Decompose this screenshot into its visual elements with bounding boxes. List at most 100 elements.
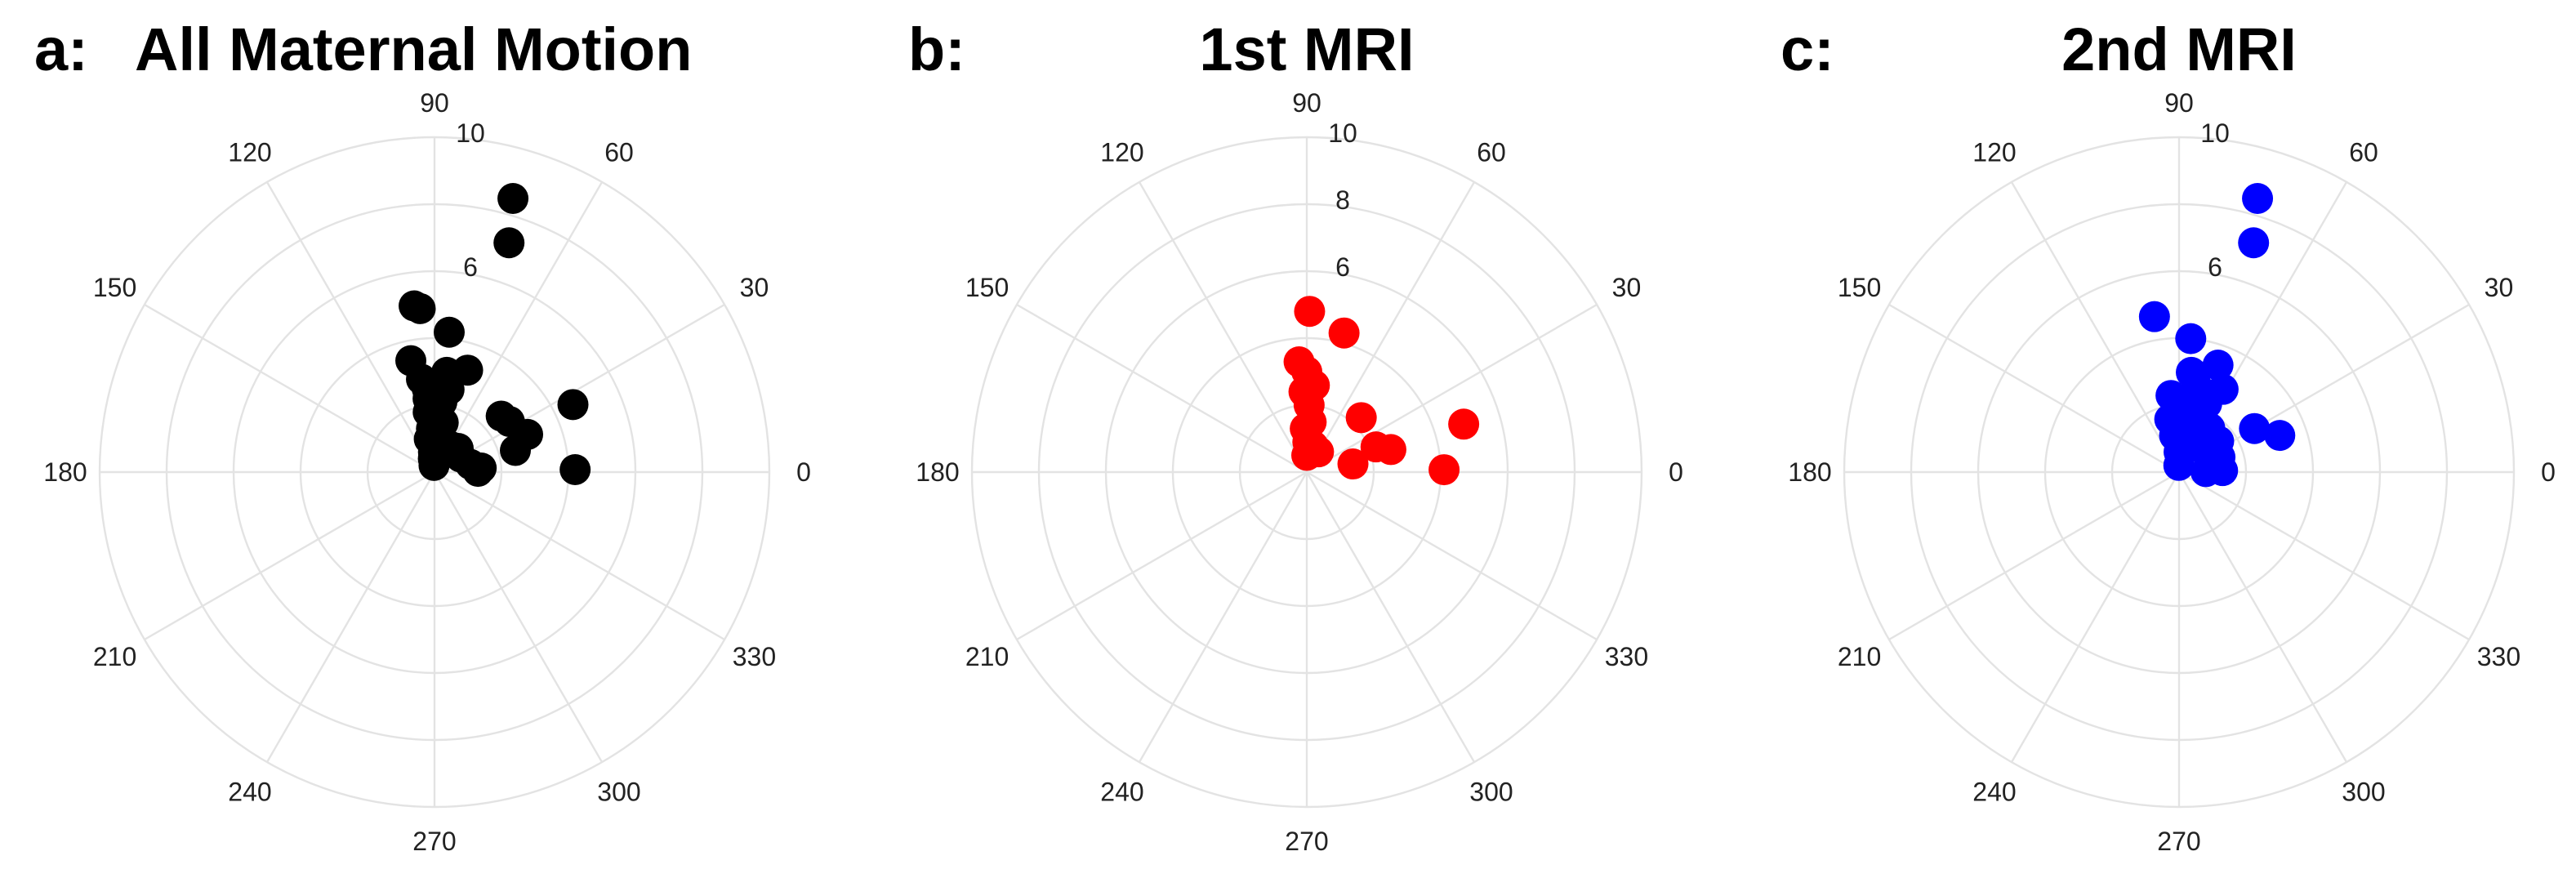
- angle-tick-label: 60: [1477, 138, 1506, 167]
- angle-tick-label: 240: [1100, 777, 1143, 806]
- angle-tick-label: 30: [1612, 273, 1642, 302]
- angle-tick-label: 90: [2164, 88, 2194, 118]
- panel-letter: c:: [1780, 16, 1834, 83]
- data-point: [427, 407, 459, 439]
- panel-a: a: All Maternal Motion 0 30 60 90 120 150 180 210…: [34, 16, 811, 856]
- angle-tick-label: 150: [965, 273, 1009, 302]
- angle-tick-label: 180: [43, 457, 87, 487]
- data-point: [500, 435, 532, 466]
- panel-c: c: 2nd MRI 0 30 60 90 120 150 180 210 240 270 300 330…: [1780, 16, 2556, 856]
- angle-tick-label: 300: [2342, 777, 2385, 806]
- data-point: [2242, 183, 2274, 215]
- data-point: [1328, 317, 1360, 349]
- panel-b: b: 1st MRI 0 30 60 90 120 150 180 210 240 270 300 330…: [908, 16, 1683, 856]
- angle-tick-label: 210: [93, 642, 136, 671]
- angle-tick-label: 120: [1100, 138, 1143, 167]
- grid-spoke: [1016, 470, 1308, 641]
- data-point: [1345, 402, 1377, 434]
- angle-tick-label: 240: [1972, 777, 2016, 806]
- data-point: [1337, 448, 1369, 480]
- data-point: [1294, 296, 1326, 328]
- angle-tick-label: 60: [2349, 138, 2378, 167]
- data-point: [420, 436, 452, 468]
- angle-tick-label: 150: [93, 273, 136, 302]
- data-point: [497, 183, 529, 215]
- grid-spoke: [144, 303, 435, 474]
- angle-tick-label: 210: [965, 642, 1009, 671]
- data-point: [433, 316, 465, 348]
- grid-spoke: [433, 181, 604, 473]
- grid-spoke: [1305, 181, 1476, 473]
- data-point: [1375, 434, 1406, 466]
- grid-spoke: [1306, 470, 1598, 641]
- data-point: [559, 453, 591, 485]
- radial-tick-label: 6: [463, 252, 478, 282]
- radial-tick-label: 10: [1328, 118, 1357, 148]
- data-point: [2264, 420, 2296, 452]
- angle-tick-label: 270: [412, 827, 456, 856]
- data-point: [557, 389, 589, 421]
- data-point: [1303, 436, 1335, 468]
- grid-spoke: [1888, 470, 2180, 641]
- angle-tick-label: 0: [2541, 457, 2556, 487]
- chart-title: All Maternal Motion: [135, 16, 692, 83]
- grid-spoke: [1138, 471, 1308, 763]
- grid-spoke: [265, 471, 436, 763]
- grid-spoke: [2178, 470, 2470, 641]
- angle-tick-label: 60: [604, 138, 634, 167]
- angle-tick-label: 30: [740, 273, 769, 302]
- angle-tick-label: 180: [1788, 457, 1831, 487]
- radial-tick-label: 10: [456, 118, 485, 148]
- chart-title: 2nd MRI: [2061, 16, 2297, 83]
- angle-tick-label: 270: [1285, 827, 1328, 856]
- angle-tick-label: 330: [1605, 642, 1648, 671]
- angle-tick-label: 330: [2477, 642, 2520, 671]
- grid-spoke: [1016, 303, 1308, 474]
- data-point: [462, 456, 494, 488]
- chart-title: 1st MRI: [1199, 16, 1414, 83]
- radial-tick-label: 6: [1335, 252, 1350, 282]
- angle-tick-label: 150: [1838, 273, 1881, 302]
- grid-spoke: [2010, 471, 2181, 763]
- grid-spoke: [434, 303, 725, 474]
- panel-letter: b:: [908, 16, 965, 83]
- grid-spoke: [1888, 303, 2180, 474]
- angle-tick-label: 210: [1838, 642, 1881, 671]
- angle-tick-label: 300: [597, 777, 640, 806]
- data-point: [2239, 412, 2271, 444]
- angle-tick-label: 120: [228, 138, 271, 167]
- grid-spoke: [265, 181, 436, 473]
- radial-tick-label: 8: [1335, 185, 1350, 215]
- data-point: [404, 292, 436, 324]
- angle-tick-label: 330: [733, 642, 776, 671]
- grid-spoke: [1305, 471, 1476, 763]
- angle-tick-label: 240: [228, 777, 271, 806]
- data-point: [2190, 456, 2222, 488]
- angle-tick-label: 180: [916, 457, 959, 487]
- grid-spoke: [1138, 181, 1308, 473]
- data-point: [2238, 227, 2270, 259]
- angle-tick-label: 90: [1292, 88, 1321, 118]
- grid-spoke: [433, 471, 604, 763]
- angle-tick-label: 90: [420, 88, 449, 118]
- grid-spoke: [2177, 471, 2348, 763]
- data-point: [1428, 454, 1460, 486]
- radial-tick-label: 6: [2208, 252, 2222, 282]
- angle-tick-label: 120: [1972, 138, 2016, 167]
- angle-tick-label: 30: [2485, 273, 2514, 302]
- angle-tick-label: 0: [796, 457, 811, 487]
- angle-tick-label: 300: [1469, 777, 1513, 806]
- angle-tick-label: 270: [2157, 827, 2200, 856]
- data-point: [2138, 301, 2170, 332]
- angle-tick-label: 0: [1669, 457, 1683, 487]
- data-point: [2163, 449, 2195, 481]
- grid-spoke: [144, 470, 435, 641]
- data-point: [1448, 408, 1480, 440]
- panel-letter: a:: [34, 16, 88, 83]
- grid-spoke: [1306, 303, 1598, 474]
- grid-spoke: [434, 470, 725, 641]
- data-point: [493, 227, 525, 259]
- data-point: [2202, 350, 2234, 381]
- radial-tick-label: 10: [2200, 118, 2230, 148]
